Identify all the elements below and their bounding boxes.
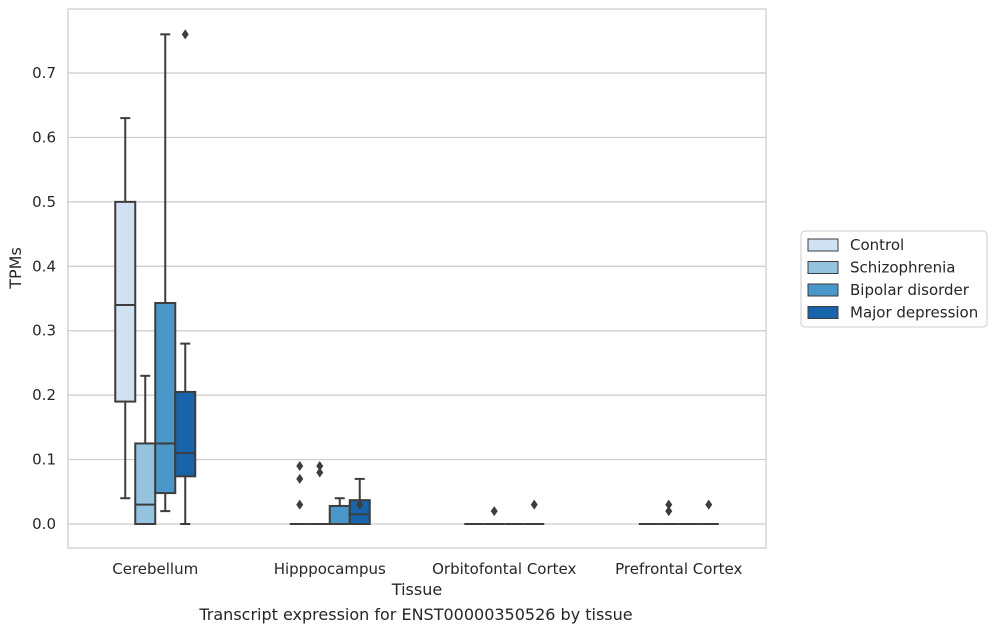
box-3-3 <box>698 499 719 525</box>
y-tick-label: 0.0 <box>32 515 56 533</box>
outlier-point <box>316 461 324 472</box>
y-tick-label: 0.2 <box>32 386 56 404</box>
box-0-2 <box>154 33 177 513</box>
y-tick-label: 0.6 <box>32 128 56 146</box>
legend-frame <box>800 230 988 328</box>
box-elements <box>114 29 719 526</box>
legend-swatch <box>807 283 839 297</box>
x-tick-label: Prefrontal Cortex <box>615 560 742 578</box>
x-tick-label: Cerebellum <box>112 560 198 578</box>
y-tick-label: 0.5 <box>32 193 56 211</box>
outlier-point <box>490 506 498 517</box>
iqr-box <box>114 200 137 403</box>
legend-swatch <box>807 306 839 319</box>
outlier-point <box>181 29 189 40</box>
legend-swatch <box>807 238 839 252</box>
legend: Control Schizophrenia Bipolar disorder Majo… <box>800 230 988 328</box>
legend-label: Schizophrenia <box>850 259 955 277</box>
plot-area <box>67 8 767 549</box>
y-tick-label: 0.4 <box>32 257 56 275</box>
legend-swatch <box>807 261 839 274</box>
outlier-point <box>356 499 364 510</box>
legend-label: Bipolar disorder <box>850 281 970 299</box>
outlier-point <box>665 506 673 517</box>
box-1-2 <box>328 497 351 525</box>
figure-caption: Transcript expression for ENST0000035052… <box>199 605 633 624</box>
iqr-box <box>154 302 177 495</box>
iqr-box <box>328 504 351 525</box>
y-axis-label: TPMs <box>6 247 25 290</box>
y-tick-label: 0.3 <box>32 322 56 340</box>
box-0-1 <box>134 374 157 526</box>
outlier-point <box>530 499 538 510</box>
x-tick-label: Orbitofontal Cortex <box>432 560 576 578</box>
iqr-box <box>174 390 197 478</box>
x-tick-label: Hipppocampus <box>274 560 386 578</box>
box-0-3 <box>174 29 197 525</box>
outlier-point <box>665 499 673 510</box>
legend-label: Control <box>850 236 904 254</box>
box-0-0 <box>114 117 137 500</box>
box-1-0 <box>289 461 310 525</box>
outlier-point <box>296 461 304 472</box>
box-3-1 <box>658 499 679 525</box>
x-axis-label: Tissue <box>391 580 442 599</box>
legend-label: Major depression <box>850 304 978 322</box>
box-1-1 <box>309 461 330 525</box>
outlier-point <box>296 499 304 510</box>
box-2-3 <box>524 499 545 525</box>
y-tick-labels: 0.0 0.1 0.2 0.3 0.4 0.5 0.6 0.7 <box>32 64 56 533</box>
y-tick-label: 0.7 <box>32 64 56 82</box>
outlier-point <box>705 499 713 510</box>
box-1-3 <box>348 477 371 526</box>
x-tick-labels: Cerebellum Hipppocampus Orbitofontal Corte… <box>112 560 742 578</box>
y-tick-label: 0.1 <box>32 451 56 469</box>
outlier-point <box>316 467 324 478</box>
box-2-1 <box>484 506 505 525</box>
outlier-point <box>296 473 304 484</box>
iqr-box <box>134 442 157 526</box>
